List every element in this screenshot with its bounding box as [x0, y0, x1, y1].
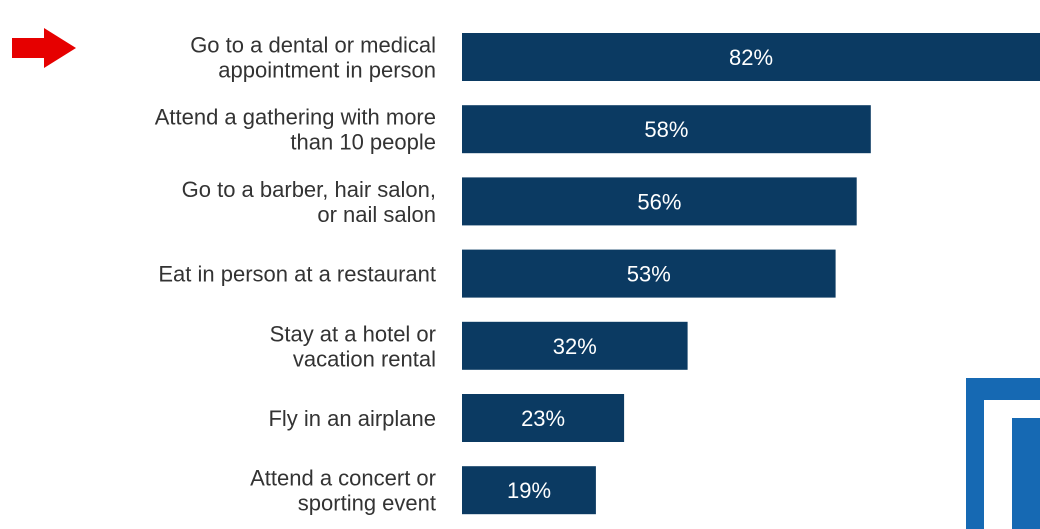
- category-label-line: Go to a dental or medical: [190, 33, 436, 58]
- category-label-line: Attend a gathering with more: [155, 105, 436, 130]
- category-labels: Go to a dental or medical appointment in …: [155, 33, 436, 516]
- category-label-line: Eat in person at a restaurant: [158, 262, 436, 287]
- red-arrow-icon: [12, 28, 76, 68]
- category-label-line: Stay at a hotel or: [270, 321, 436, 346]
- data-label: 32%: [553, 334, 597, 359]
- category-label-line: vacation rental: [293, 346, 436, 371]
- data-label: 23%: [521, 406, 565, 431]
- value-labels: 82% 58% 56% 53% 32% 23% 19%: [507, 45, 773, 503]
- bars: [462, 33, 1040, 515]
- bar: [462, 33, 1040, 81]
- category-label-line: Go to a barber, hair salon,: [182, 177, 436, 202]
- category-label-line: Fly in an airplane: [268, 406, 436, 431]
- category-label: Eat in person at a restaurant: [158, 262, 436, 287]
- category-label: Go to a barber, hair salon, or nail salon: [182, 177, 436, 227]
- data-label: 53%: [627, 262, 671, 287]
- bar: [462, 394, 625, 442]
- category-label: Attend a concert or sporting event: [250, 466, 436, 516]
- category-label-line: appointment in person: [218, 58, 436, 83]
- bar: [462, 321, 688, 370]
- category-label-line: or nail salon: [317, 202, 436, 227]
- category-label: Attend a gathering with more than 10 peop…: [155, 105, 436, 155]
- data-label: 19%: [507, 478, 551, 503]
- data-label: 56%: [637, 189, 681, 214]
- bar: [462, 177, 857, 226]
- bar: [462, 249, 836, 298]
- category-label: Fly in an airplane: [268, 406, 436, 431]
- bar: [462, 466, 596, 515]
- bar: [462, 105, 871, 154]
- category-label-line: sporting event: [298, 491, 436, 516]
- category-label: Go to a dental or medical appointment in …: [190, 33, 436, 83]
- data-label: 58%: [644, 117, 688, 142]
- category-label: Stay at a hotel or vacation rental: [270, 321, 436, 371]
- data-label: 82%: [729, 45, 773, 70]
- category-label-line: than 10 people: [290, 130, 436, 155]
- category-label-line: Attend a concert or: [250, 466, 436, 491]
- logo-fragment: [966, 378, 1040, 529]
